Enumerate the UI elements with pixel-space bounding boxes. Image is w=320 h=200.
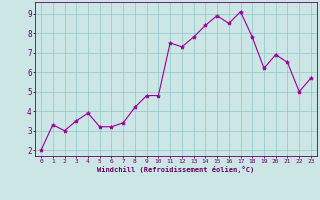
X-axis label: Windchill (Refroidissement éolien,°C): Windchill (Refroidissement éolien,°C)	[97, 166, 255, 173]
